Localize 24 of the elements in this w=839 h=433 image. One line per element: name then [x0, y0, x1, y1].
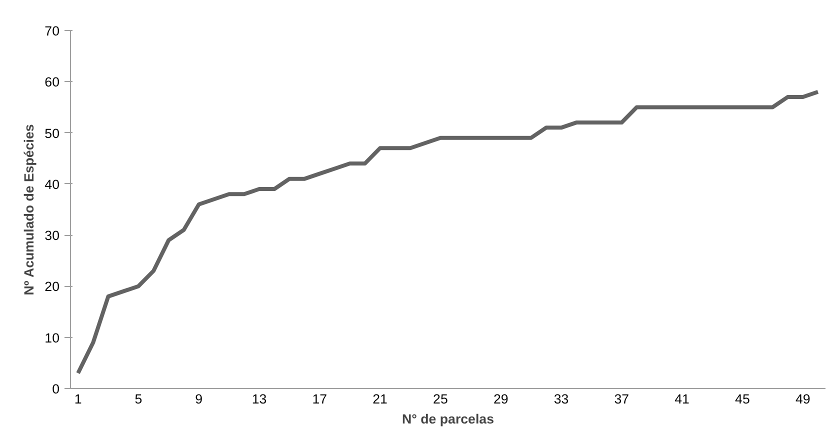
x-tick-label: 13	[252, 392, 267, 406]
y-tick-label: 20	[44, 279, 60, 294]
y-tick-label: 60	[44, 74, 60, 90]
y-tick-label: 0	[52, 382, 60, 396]
x-tick-label: 9	[195, 392, 203, 406]
x-tick-label: 41	[674, 392, 690, 406]
x-tick-label: 25	[433, 392, 448, 406]
y-tick-label: 30	[44, 228, 60, 244]
x-tick-label: 45	[735, 392, 750, 406]
y-axis-title: Nº Acumulado de Espécies	[22, 124, 37, 296]
x-tick-label: 21	[372, 392, 388, 406]
y-tick-label: 70	[44, 24, 60, 38]
x-tick-label: 1	[74, 392, 82, 406]
x-tick-label: 37	[614, 392, 630, 406]
x-tick-label: 33	[554, 392, 569, 406]
x-tick-label: 17	[312, 392, 328, 406]
x-tick-label: 49	[795, 392, 810, 406]
y-tick-label: 50	[44, 126, 60, 141]
x-axis-title: N° de parcelas	[402, 412, 494, 426]
line-series	[76, 90, 820, 376]
y-tick-label: 40	[44, 176, 60, 192]
x-tick-label: 29	[493, 392, 508, 406]
y-tick-label: 10	[44, 330, 60, 346]
x-tick-label: 5	[134, 392, 142, 406]
